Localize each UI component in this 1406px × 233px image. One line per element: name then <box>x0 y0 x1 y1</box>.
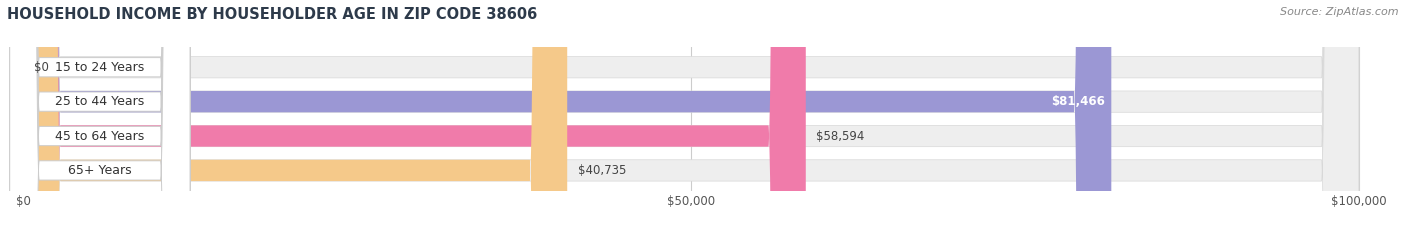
Text: 65+ Years: 65+ Years <box>67 164 132 177</box>
FancyBboxPatch shape <box>22 0 1358 233</box>
Text: $0: $0 <box>34 61 49 74</box>
FancyBboxPatch shape <box>22 0 567 233</box>
FancyBboxPatch shape <box>10 0 190 233</box>
Text: HOUSEHOLD INCOME BY HOUSEHOLDER AGE IN ZIP CODE 38606: HOUSEHOLD INCOME BY HOUSEHOLDER AGE IN Z… <box>7 7 537 22</box>
Text: 25 to 44 Years: 25 to 44 Years <box>55 95 145 108</box>
FancyBboxPatch shape <box>10 0 190 233</box>
FancyBboxPatch shape <box>22 0 1358 233</box>
Text: Source: ZipAtlas.com: Source: ZipAtlas.com <box>1281 7 1399 17</box>
FancyBboxPatch shape <box>10 0 190 233</box>
Text: $81,466: $81,466 <box>1050 95 1105 108</box>
FancyBboxPatch shape <box>22 0 1358 233</box>
FancyBboxPatch shape <box>22 0 1111 233</box>
Text: $58,594: $58,594 <box>817 130 865 143</box>
FancyBboxPatch shape <box>22 0 806 233</box>
Text: 45 to 64 Years: 45 to 64 Years <box>55 130 145 143</box>
Text: 15 to 24 Years: 15 to 24 Years <box>55 61 145 74</box>
FancyBboxPatch shape <box>22 0 1358 233</box>
Text: $40,735: $40,735 <box>578 164 626 177</box>
FancyBboxPatch shape <box>10 0 190 233</box>
